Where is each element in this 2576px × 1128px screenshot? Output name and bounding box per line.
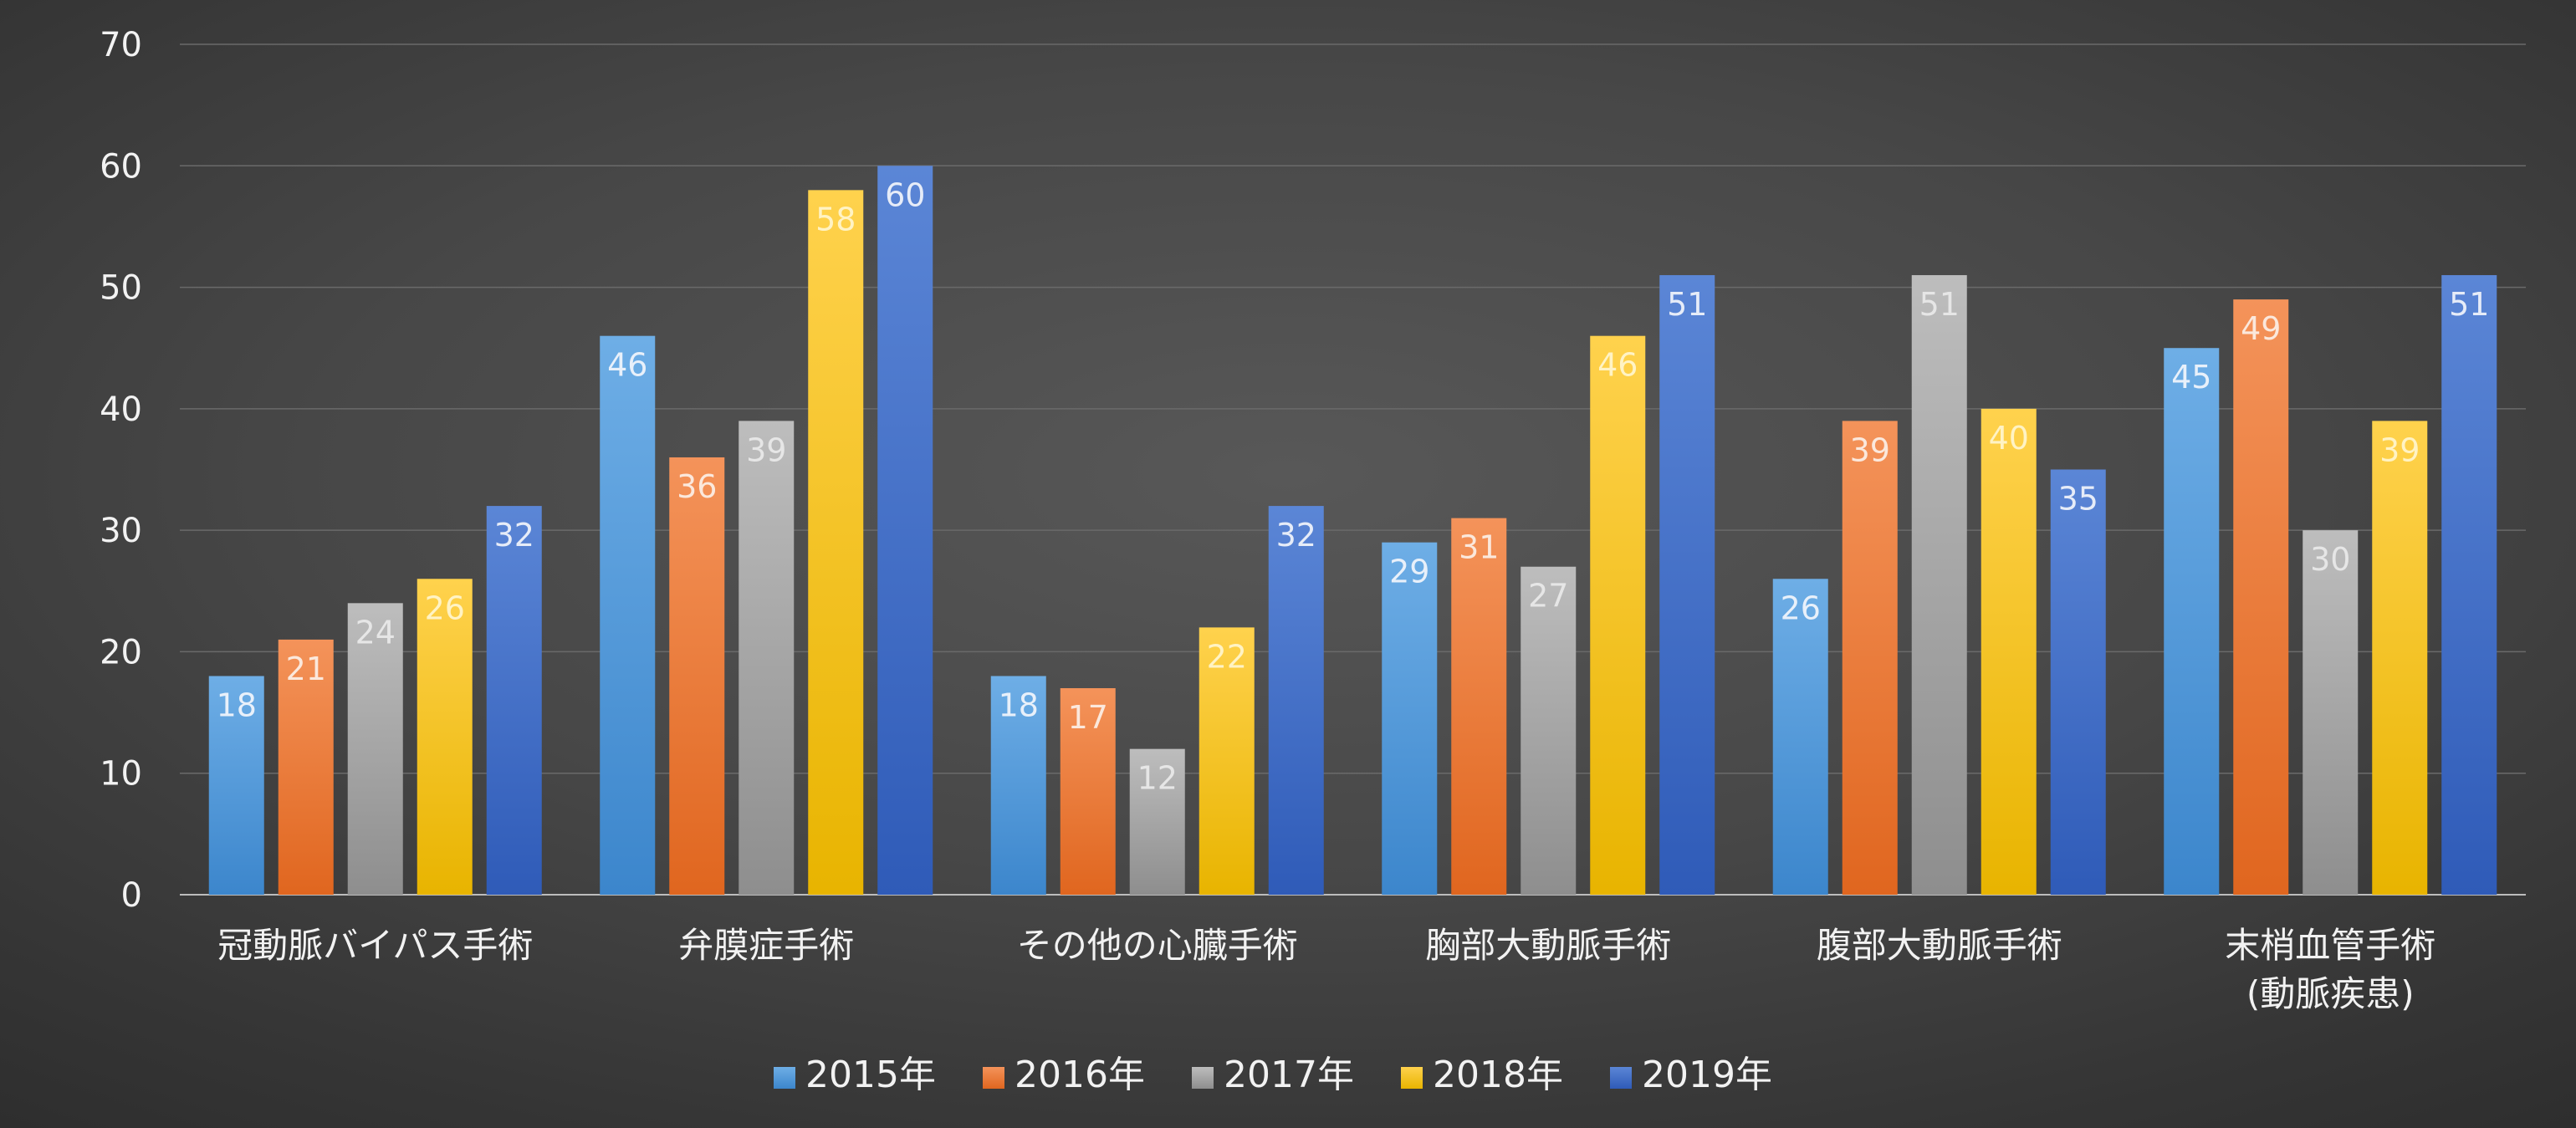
data-label: 36 [677, 468, 717, 505]
data-label: 24 [355, 614, 396, 651]
legend-label: 2017年 [1224, 1054, 1354, 1096]
bar [417, 579, 473, 895]
bar [1772, 579, 1828, 895]
data-label: 27 [1528, 578, 1568, 615]
data-label: 32 [494, 517, 534, 554]
legend: 2015年 2016年 2017年 2018年 2019年 [774, 1054, 1772, 1096]
y-tick-label: 70 [100, 26, 142, 64]
data-label: 58 [815, 201, 856, 237]
legend-label: 2019年 [1642, 1054, 1772, 1096]
data-label: 18 [999, 686, 1039, 723]
bar [1382, 542, 1438, 895]
data-label: 51 [1667, 286, 1707, 323]
x-axis-categories: 冠動脈バイパス手術 弁膜症手術 その他の心臓手術 胸部大動脈手術 腹部大動脈手術 末梢血管… [217, 925, 2435, 1014]
bar [1060, 688, 1116, 895]
data-label: 51 [1919, 286, 1960, 323]
bar [278, 639, 334, 895]
data-label: 12 [1137, 760, 1178, 797]
bar [2372, 421, 2428, 895]
category-label: 胸部大動脈手術 [1425, 925, 1671, 966]
data-label: 35 [2058, 481, 2098, 518]
bar [2050, 469, 2106, 895]
category-label: その他の心臓手術 [1017, 925, 1298, 966]
bar [1268, 506, 1324, 895]
data-label: 26 [425, 590, 465, 626]
bar [669, 457, 725, 895]
bar [1981, 408, 2037, 895]
data-label: 17 [1068, 699, 1108, 736]
category-label: 冠動脈バイパス手術 [217, 925, 533, 966]
bar [2233, 299, 2289, 896]
y-tick-label: 50 [100, 269, 142, 308]
data-label: 39 [2379, 431, 2420, 468]
data-label: 40 [1989, 420, 2029, 457]
data-label: 30 [2310, 541, 2350, 578]
data-label: 49 [2241, 310, 2281, 347]
bar [2164, 348, 2220, 895]
data-label: 18 [217, 686, 257, 723]
data-labels: 18 21 24 26 32 46 36 39 58 60 18 17 12 22 32 29 31 27 46 51… [217, 176, 2490, 796]
data-label: 32 [1276, 517, 1316, 554]
data-label: 46 [1597, 347, 1638, 384]
category-label: 腹部大動脈手術 [1817, 925, 2062, 966]
data-label: 46 [607, 347, 647, 384]
gridlines [180, 43, 2526, 896]
bar [208, 676, 264, 895]
bar [2441, 275, 2497, 895]
bar [1590, 335, 1646, 896]
legend-swatch [1401, 1067, 1423, 1089]
legend-swatch [1610, 1067, 1632, 1089]
bar [1842, 421, 1898, 895]
y-tick-label: 30 [100, 512, 142, 550]
data-label: 39 [746, 431, 786, 468]
legend-label: 2018年 [1433, 1054, 1563, 1096]
category-label: 末梢血管手術 [2225, 925, 2435, 966]
bar [990, 676, 1046, 895]
data-label: 21 [286, 651, 326, 687]
data-label: 51 [2449, 286, 2489, 323]
legend-swatch [774, 1067, 795, 1089]
data-label: 31 [1459, 529, 1499, 566]
y-tick-label: 60 [100, 147, 142, 186]
data-label: 60 [885, 176, 925, 213]
legend-label: 2016年 [1015, 1054, 1145, 1096]
bar [2303, 530, 2359, 895]
legend-label: 2015年 [805, 1054, 936, 1096]
data-label: 26 [1781, 590, 1821, 626]
legend-swatch [983, 1067, 1004, 1089]
y-tick-label: 0 [121, 876, 142, 915]
bar [808, 190, 864, 896]
bar [347, 603, 403, 895]
category-label: 弁膜症手術 [678, 925, 854, 966]
bar [1521, 566, 1577, 895]
data-label: 22 [1207, 638, 1247, 675]
data-label: 39 [1850, 431, 1890, 468]
bar [486, 506, 542, 895]
bar [1659, 275, 1715, 895]
bar [1129, 748, 1185, 895]
bar [1199, 627, 1255, 895]
y-tick-label: 20 [100, 633, 142, 671]
bar [600, 335, 656, 896]
category-label: (動脈疾患) [2246, 973, 2415, 1014]
y-tick-label: 40 [100, 390, 142, 429]
bar [739, 421, 795, 895]
y-tick-label: 10 [100, 755, 142, 794]
data-label: 45 [2171, 359, 2211, 396]
bar [1911, 275, 1967, 895]
bar [1451, 518, 1507, 895]
data-label: 29 [1389, 554, 1429, 590]
bar [877, 166, 933, 896]
y-axis-ticks: 0 10 20 30 40 50 60 70 [100, 26, 142, 915]
bar-series [208, 166, 2497, 896]
legend-swatch [1192, 1067, 1214, 1089]
